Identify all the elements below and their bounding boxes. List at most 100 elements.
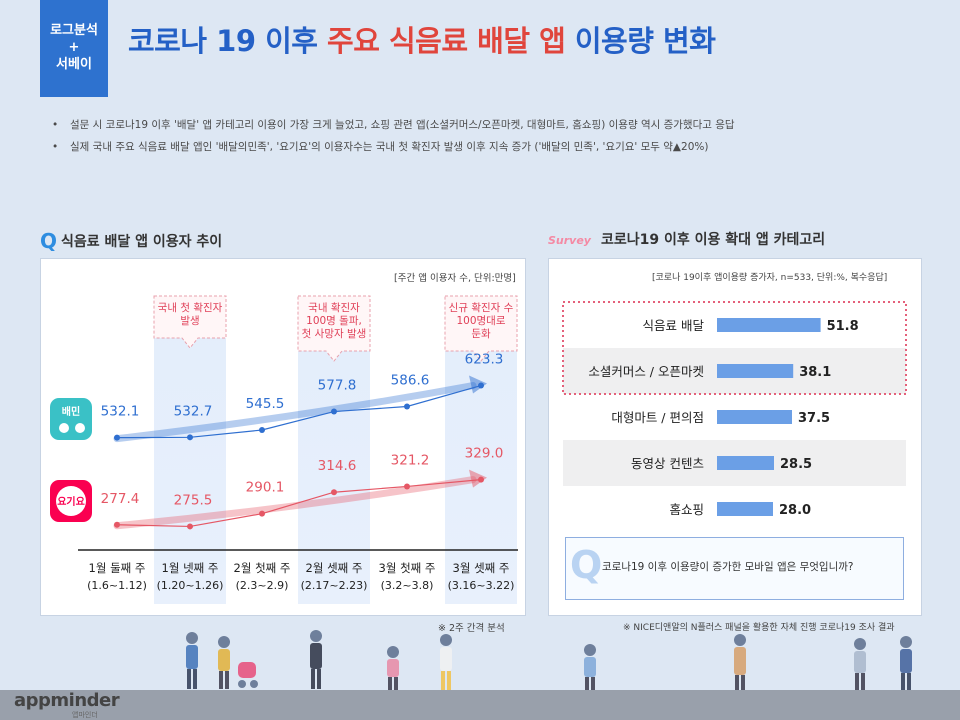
bar: [717, 318, 821, 332]
survey-question-box: Q 코로나19 이후 이용량이 증가한 모바일 앱은 무엇입니까?: [565, 537, 904, 600]
callout-text: 발생: [180, 315, 199, 327]
bar-category-label: 동영상 컨텐츠: [631, 456, 704, 471]
data-label: 623.3: [465, 352, 504, 368]
data-point: [478, 476, 484, 483]
x-tick-sublabel: (3.16~3.22): [448, 579, 515, 592]
bullet-item: 실제 국내 주요 식음료 배달 앱인 '배달의민족', '요기요'의 이용자수는…: [52, 139, 735, 161]
badge-line-2: +: [68, 40, 80, 56]
bar: [717, 502, 773, 516]
left-title-text: 식음료 배달 앱 이용자 추이: [61, 234, 223, 250]
appminder-logo: appminder: [14, 690, 120, 711]
data-label: 577.8: [318, 378, 357, 394]
callout-text: 둔화: [471, 328, 491, 340]
callout-text: 국내 첫 확진자: [158, 301, 223, 314]
yogiyo-icon-label: 요기요: [57, 495, 85, 508]
x-tick-label: 2월 셋째 주: [306, 561, 363, 575]
callout-text: 신규 확진자 수: [449, 301, 514, 314]
x-tick-label: 2월 첫째 주: [234, 561, 291, 575]
data-point: [404, 483, 410, 490]
x-tick-sublabel: (3.2~3.8): [381, 579, 434, 592]
yogiyo-app-icon: 요기요: [50, 480, 92, 522]
person-figure: [310, 630, 322, 689]
person-figure: [584, 644, 596, 690]
x-tick-label: 1월 둘째 주: [89, 561, 146, 575]
survey-question: 코로나19 이후 이용량이 증가한 모바일 앱은 무엇입니까?: [602, 561, 854, 573]
baemin-icon-label: 배민: [62, 405, 80, 418]
data-label: 532.7: [174, 403, 213, 419]
bar-category-label: 식음료 배달: [643, 318, 705, 333]
data-label: 314.6: [318, 458, 357, 474]
right-section-title: Survey 코로나19 이후 이용 확대 앱 카테고리: [548, 229, 825, 249]
data-label: 277.4: [101, 491, 140, 507]
bar-value-label: 28.0: [779, 503, 811, 518]
data-label: 275.5: [174, 492, 213, 508]
data-point: [114, 521, 120, 528]
bar-category-label: 대형마트 / 편의점: [611, 410, 704, 425]
left-unit-note: [주간 앱 이용자 수, 단위:만명]: [394, 273, 516, 284]
title-highlight: 주요 식음료 배달 앱: [327, 24, 566, 58]
trend-arrowhead: [469, 375, 487, 394]
badge: 로그분석 + 서베이: [40, 0, 108, 97]
person-figure: [900, 636, 912, 690]
data-point: [404, 403, 410, 410]
data-point: [259, 427, 265, 433]
data-point: [331, 408, 337, 415]
person-figure: [440, 634, 452, 690]
trend-arrow: [113, 382, 477, 443]
data-label: 321.2: [391, 452, 430, 468]
left-section-title: Q 식음료 배달 앱 이용자 추이: [40, 229, 222, 253]
badge-line-1: 로그분석: [50, 23, 98, 39]
callout-text: 국내 확진자: [308, 301, 360, 314]
data-label: 532.1: [101, 404, 140, 420]
magnifier-icon: Q: [40, 229, 58, 253]
bar-category-label: 소셜커머스 / 오픈마켓: [588, 364, 704, 379]
data-point: [187, 523, 193, 530]
trend-arrowhead: [469, 469, 487, 488]
footer-bar: [0, 690, 960, 720]
bar-value-label: 51.8: [827, 319, 859, 334]
x-tick-sublabel: (2.17~2.23): [301, 579, 368, 592]
data-point: [331, 489, 337, 496]
data-label: 329.0: [465, 446, 504, 462]
data-point: [114, 434, 120, 441]
bar-value-label: 38.1: [799, 365, 831, 380]
bar: [717, 410, 792, 424]
x-tick-label: 3월 셋째 주: [453, 561, 510, 575]
data-label: 586.6: [391, 373, 430, 389]
right-title-text: 코로나19 이후 이용 확대 앱 카테고리: [600, 232, 826, 248]
x-tick-label: 1월 넷째 주: [162, 561, 219, 575]
bullet-item: 설문 시 코로나19 이후 '배달' 앱 카테고리 이용이 가장 크게 늘었고,…: [52, 117, 735, 139]
bar-value-label: 37.5: [798, 411, 830, 426]
title-part-2: 이용량 변화: [565, 24, 716, 58]
data-point: [478, 382, 484, 389]
bar: [717, 364, 794, 378]
appminder-logo-sub: 앱마인더: [72, 711, 98, 719]
callout-text: 100명 돌파,: [306, 315, 362, 327]
person-figure: [218, 636, 230, 689]
series-line: [116, 384, 482, 439]
right-footnote: ※ NICE디앤알의 N플러스 패널을 활용한 자체 진행 코로나19 조사 결…: [623, 623, 895, 633]
page-title: 코로나 19 이후 주요 식음료 배달 앱 이용량 변화: [128, 18, 716, 60]
person-figure: [854, 638, 866, 690]
title-part-1: 코로나 19 이후: [128, 24, 328, 58]
baemin-app-icon: 배민: [50, 398, 92, 440]
person-figure: [186, 632, 198, 689]
stroller-figure: [238, 662, 258, 688]
x-tick-sublabel: (1.20~1.26): [157, 579, 224, 592]
question-q-icon: Q: [570, 543, 603, 587]
x-tick-sublabel: (1.6~1.12): [87, 579, 147, 592]
summary-bullets: 설문 시 코로나19 이후 '배달' 앱 카테고리 이용이 가장 크게 늘었고,…: [52, 117, 735, 161]
highlight-frame: [562, 301, 907, 395]
people-illustration: [186, 630, 912, 690]
survey-logo: Survey: [548, 229, 591, 249]
data-label: 290.1: [246, 480, 285, 496]
bar-category-label: 홈쇼핑: [669, 502, 704, 517]
person-figure: [387, 646, 399, 690]
bar-value-label: 28.5: [780, 457, 812, 472]
data-point: [259, 510, 265, 517]
series-line: [116, 479, 482, 528]
